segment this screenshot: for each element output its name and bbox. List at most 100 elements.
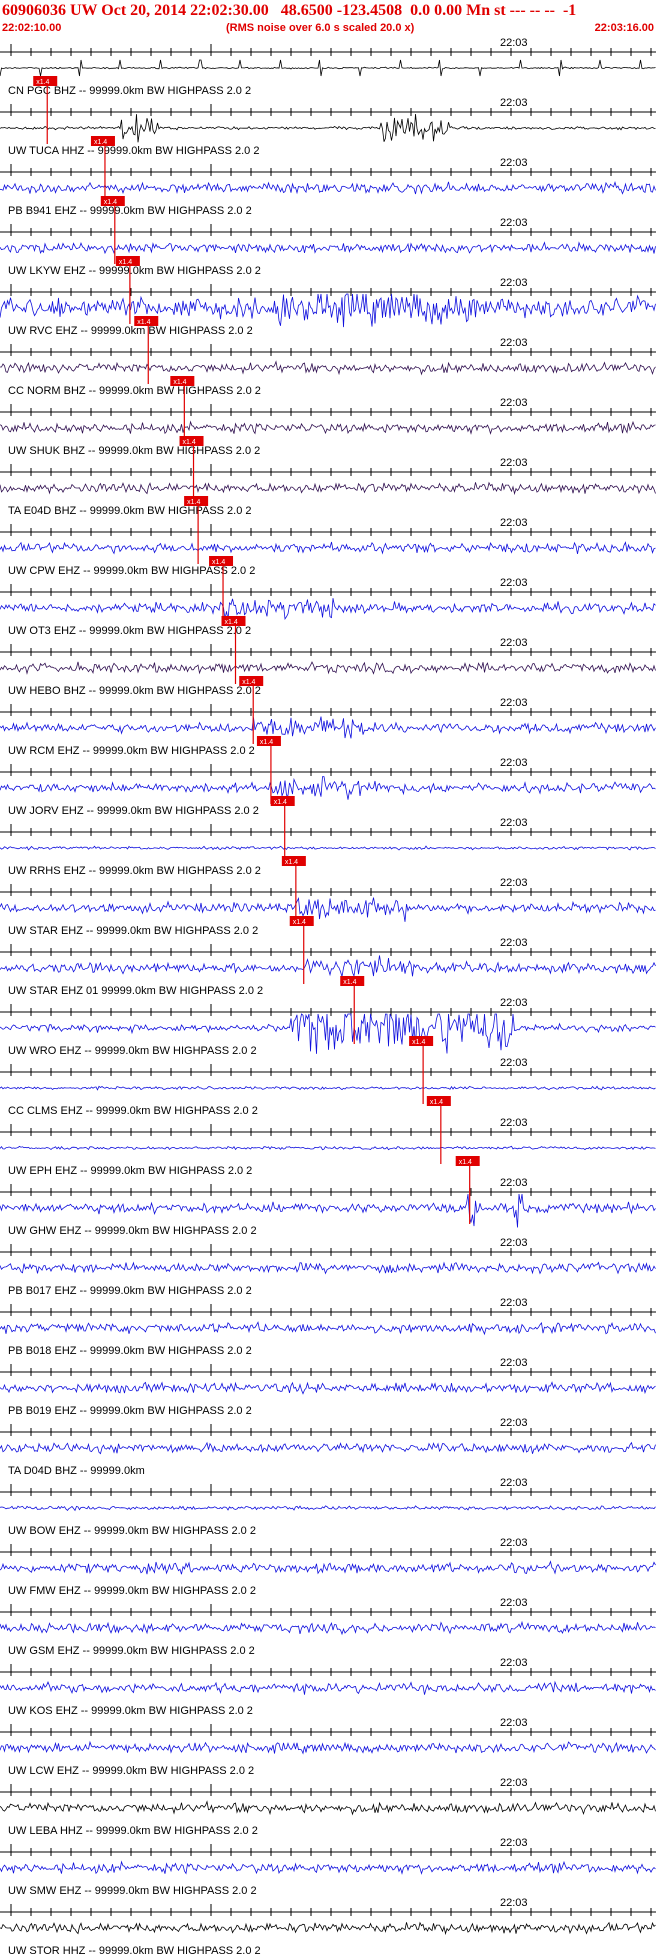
waveform (0, 1860, 656, 1875)
waveform (0, 1013, 656, 1054)
time-tick-label: 22:03 (500, 397, 528, 409)
station-label: UW RCM EHZ -- 99999.0km BW HIGHPASS 2.0 … (8, 745, 255, 757)
pick-label: x1.4 (104, 199, 117, 206)
pick-label: x1.4 (285, 859, 298, 866)
waveform (0, 241, 656, 255)
station-label: UW WRO EHZ -- 99999.0km BW HIGHPASS 2.0 … (8, 1045, 257, 1057)
pick-label: x1.4 (119, 259, 132, 266)
scale-note: (RMS noise over 6.0 s scaled 20.0 x) (226, 22, 415, 34)
time-tick-label: 22:03 (500, 1657, 528, 1669)
pick-label: x1.4 (274, 799, 287, 806)
time-tick-label: 22:03 (500, 1237, 528, 1249)
pick-label: x1.4 (459, 1159, 472, 1166)
station-label: UW STAR EHZ 01 99999.0km BW HIGHPASS 2.0… (8, 985, 263, 997)
time-tick-label: 22:03 (500, 517, 528, 529)
trace-row: 22:03 x1.4UW SHUK BHZ -- 99999.0km BW HIG… (0, 376, 656, 457)
pick-label: x1.4 (242, 679, 255, 686)
waveform (0, 661, 656, 675)
station-label: CC NORM BHZ -- 99999.0km BW HIGHPASS 2.0… (8, 385, 261, 397)
waveform (0, 955, 656, 978)
station-label: UW CPW EHZ -- 99999.0km BW HIGHPASS 2.0 … (8, 565, 255, 577)
time-tick-label: 22:03 (500, 1417, 528, 1429)
waveform (0, 1800, 656, 1816)
station-label: TA D04D BHZ -- 99999.0km (8, 1465, 145, 1477)
station-label: PB B019 EHZ -- 99999.0km BW HIGHPASS 2.0… (8, 1405, 252, 1417)
time-tick-label: 22:03 (500, 217, 528, 229)
station-label: UW SMW EHZ -- 99999.0km BW HIGHPASS 2.0 … (8, 1885, 257, 1897)
waveform (0, 897, 656, 922)
time-tick-label: 22:03 (500, 577, 528, 589)
station-label: PB B018 EHZ -- 99999.0km BW HIGHPASS 2.0… (8, 1345, 252, 1357)
station-label: UW TUCA HHZ -- 99999.0km BW HIGHPASS 2.0… (8, 145, 259, 157)
pick-flag (184, 496, 209, 506)
trace-row: 22:03 UW LEBA HHZ -- 99999.0km BW HIGHPAS… (0, 1777, 656, 1837)
waveform (0, 360, 656, 376)
time-tick-label: 22:03 (500, 277, 528, 289)
pick-label: x1.4 (137, 319, 150, 326)
trace-row: 22:03 x1.4 UW GHW EHZ -- 99999.0km BW HIGH… (0, 1156, 656, 1237)
waveform (0, 293, 656, 328)
time-tick-label: 22:03 (500, 1777, 528, 1789)
trace-row: 22:03 TA D04D BHZ -- 99999.0km (0, 1417, 656, 1477)
trace-row: 22:03 UW GSM EHZ -- 99999.0km BW HIGHPASS… (0, 1597, 656, 1657)
pick-label: x1.4 (212, 559, 225, 566)
end-time: 22:03:16.00 (594, 22, 654, 34)
pick-flag (170, 376, 195, 386)
trace-row: 22:03 x1.4 UW RRHS EHZ -- 99999.0km BW HIG… (0, 796, 656, 877)
time-tick-label: 22:03 (500, 337, 528, 349)
waveform (0, 776, 656, 800)
waveform (0, 845, 656, 851)
time-tick-label: 22:03 (500, 817, 528, 829)
station-label: UW RVC EHZ -- 99999.0km BW HIGHPASS 2.0 … (8, 325, 253, 337)
time-tick-label: 22:03 (500, 1477, 528, 1489)
time-tick-label: 22:03 (500, 937, 528, 949)
waveform (0, 481, 656, 496)
pick-flag (340, 976, 365, 986)
pick-flag (281, 856, 306, 866)
time-tick-label: 22:03 (500, 757, 528, 769)
station-label: UW KOS EHZ -- 99999.0km BW HIGHPASS 2.0 … (8, 1705, 253, 1717)
time-tick-label: 22:03 (500, 1537, 528, 1549)
waveform (0, 1321, 656, 1336)
waveform (0, 59, 656, 77)
seismogram-panel: 22:03 CN PGC BHZ -- 99999.0km BW HIGHPASS… (0, 37, 656, 1957)
pick-label: x1.4 (260, 739, 273, 746)
trace-row: 22:03 x1.4 CC NORM BHZ -- 99999.0km BW HIG… (0, 316, 656, 397)
time-tick-label: 22:03 (500, 457, 528, 469)
station-label: UW GHW EHZ -- 99999.0km BW HIGHPASS 2.0 … (8, 1225, 257, 1237)
time-tick-label: 22:03 (500, 1897, 528, 1909)
waveform (0, 1560, 656, 1575)
pick-flag (134, 316, 159, 326)
waveform (0, 420, 656, 435)
waveform (0, 1381, 656, 1395)
trace-row: 22:03 PB B019 EHZ -- 99999.0km BW HIGHPAS… (0, 1357, 656, 1417)
pick-flag (256, 736, 281, 746)
trace-row: 22:03 x1.4 UW STAR EHZ 01 99999.0km BW HIG… (0, 916, 656, 997)
pick-flag (426, 1096, 451, 1106)
station-label: UW HEBO BHZ -- 99999.0km BW HIGHPASS 2.0… (8, 685, 261, 697)
pick-flag (33, 76, 58, 86)
waveform (0, 1441, 656, 1455)
time-tick-label: 22:03 (500, 1177, 528, 1189)
station-label: UW LKYW EHZ -- 99999.0km BW HIGHPASS 2.0… (8, 265, 261, 277)
station-label: UW SHUK BHZ -- 99999.0km BW HIGHPASS 2.0… (8, 445, 260, 457)
time-tick-label: 22:03 (500, 1117, 528, 1129)
station-label: UW JORV EHZ -- 99999.0km BW HIGHPASS 2.0… (8, 805, 259, 817)
waveform (0, 1505, 656, 1512)
station-label: UW EPH EHZ -- 99999.0km BW HIGHPASS 2.0 … (8, 1165, 252, 1177)
time-tick-label: 22:03 (500, 1837, 528, 1849)
pick-flag (90, 136, 115, 146)
pick-label: x1.4 (225, 619, 238, 626)
event-title: 60906036 UW Oct 20, 2014 22:02:30.00 48.… (2, 2, 577, 19)
pick-label: x1.4 (94, 139, 107, 146)
pick-flag (100, 196, 125, 206)
waveform (0, 1145, 656, 1151)
pick-label: x1.4 (183, 439, 196, 446)
station-label: UW STAR EHZ -- 99999.0km BW HIGHPASS 2.0… (8, 925, 258, 937)
trace-row: 22:03 x1.4 UW WRO EHZ -- 99999.0km BW HIGH… (0, 976, 656, 1057)
